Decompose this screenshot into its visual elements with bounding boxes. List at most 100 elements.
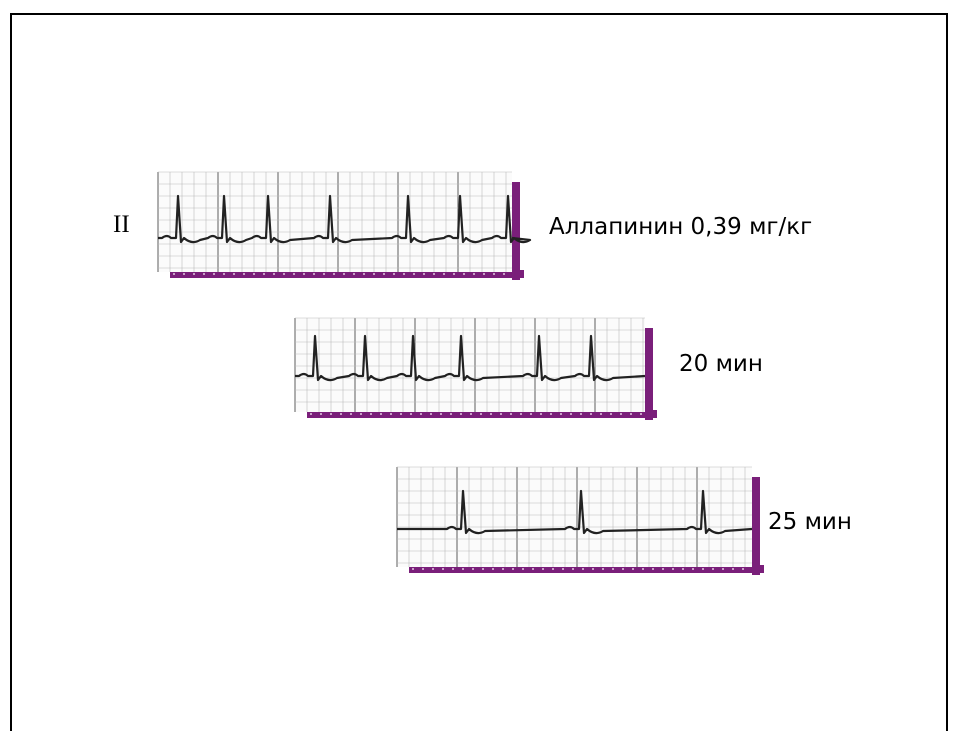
shadow-dot [403,273,405,275]
shadow-dot [303,273,305,275]
shadow-dot [340,413,342,415]
shadow-dot [463,273,465,275]
shadow-dot [572,568,574,570]
ecg-strips [157,171,764,575]
shadow-dot [253,273,255,275]
shadow-dot [503,273,505,275]
shadow-dot [453,273,455,275]
strip-paper [295,318,645,412]
shadow-dot [353,273,355,275]
shadow-dot [622,568,624,570]
shadow-dot [562,568,564,570]
shadow-dot [652,568,654,570]
lead-label: II [113,211,130,238]
shadow-dot [370,413,372,415]
shadow-dot [490,413,492,415]
shadow-dot [512,568,514,570]
shadow-dot [440,413,442,415]
shadow-dot [712,568,714,570]
shadow-dot [330,413,332,415]
shadow-dot [692,568,694,570]
shadow-dot [570,413,572,415]
shadow-dot [313,273,315,275]
ecg-trace [397,489,753,535]
shadow-dot [502,568,504,570]
strip-caption: 20 мин [679,351,763,377]
frame [10,13,948,731]
shadow-dot [530,413,532,415]
shadow-dot [602,568,604,570]
shadow-dot [450,413,452,415]
shadow-dot [493,273,495,275]
strip-shadow [307,410,657,418]
shadow-dot [430,413,432,415]
shadow-dot [582,568,584,570]
shadow-dot [632,568,634,570]
shadow-dot [682,568,684,570]
shadow-dot [233,273,235,275]
shadow-dot [560,413,562,415]
shadow-dot [283,273,285,275]
shadow-dot [483,273,485,275]
shadow-dot [423,273,425,275]
shadow-dot [540,413,542,415]
shadow-dot [702,568,704,570]
shadow-dot [542,568,544,570]
strip-caption: Аллапинин 0,39 мг/кг [549,214,812,240]
shadow-dot [422,568,424,570]
shadow-dot [343,273,345,275]
shadow-dot [510,413,512,415]
shadow-dot [360,413,362,415]
shadow-dot [612,568,614,570]
shadow-dot [492,568,494,570]
shadow-dot [173,273,175,275]
strip-shadow [645,328,653,420]
shadow-dot [642,568,644,570]
strip-paper [158,172,512,272]
shadow-dot [473,273,475,275]
shadow-dot [263,273,265,275]
shadow-dot [393,273,395,275]
shadow-dot [380,413,382,415]
shadow-dot [323,273,325,275]
shadow-dot [662,568,664,570]
shadow-dot [590,413,592,415]
shadow-dot [460,413,462,415]
shadow-dot [310,413,312,415]
shadow-dot [610,413,612,415]
shadow-dot [640,413,642,415]
shadow-dot [500,413,502,415]
strip-paper [397,467,752,567]
shadow-dot [243,273,245,275]
shadow-dot [413,273,415,275]
shadow-dot [432,568,434,570]
ecg-trace [158,194,532,244]
shadow-dot [410,413,412,415]
shadow-dot [482,568,484,570]
shadow-dot [532,568,534,570]
shadow-dot [433,273,435,275]
shadow-dot [722,568,724,570]
shadow-dot [273,273,275,275]
shadow-dot [592,568,594,570]
shadow-dot [480,413,482,415]
shadow-dot [520,413,522,415]
shadow-dot [350,413,352,415]
shadow-dot [183,273,185,275]
shadow-dot [580,413,582,415]
shadow-dot [552,568,554,570]
shadow-dot [320,413,322,415]
shadow-dot [470,413,472,415]
strip-shadow [752,477,760,575]
shadow-dot [472,568,474,570]
shadow-dot [620,413,622,415]
shadow-dot [400,413,402,415]
strip-shadow [409,565,764,573]
shadow-dot [373,273,375,275]
shadow-dot [462,568,464,570]
shadow-dot [333,273,335,275]
shadow-dot [522,568,524,570]
shadow-dot [550,413,552,415]
shadow-dot [363,273,365,275]
